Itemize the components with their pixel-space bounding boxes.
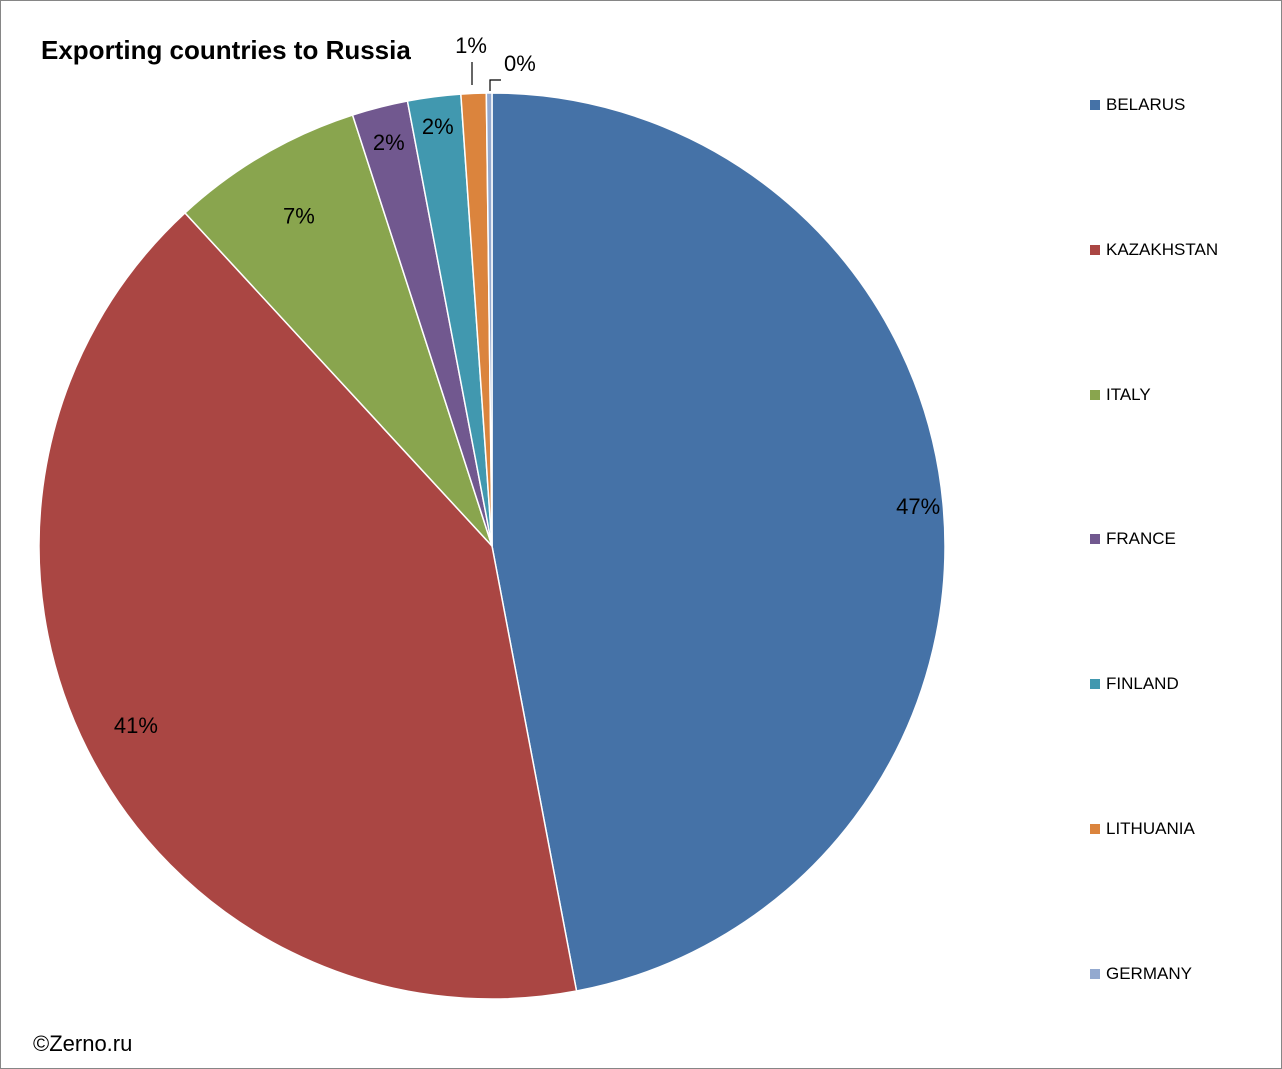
legend-item-kazakhstan: KAZAKHSTAN [1090, 240, 1218, 260]
legend-swatch [1090, 244, 1100, 255]
legend-swatch [1090, 679, 1100, 690]
data-label-finland: 2% [422, 114, 454, 139]
legend-item-finland: FINLAND [1090, 674, 1179, 694]
legend-label: FINLAND [1106, 674, 1179, 694]
legend-label: ITALY [1106, 384, 1151, 404]
data-label-lithuania: 1% [455, 33, 487, 58]
legend-swatch [1090, 389, 1100, 400]
pie-slice-italy [183, 114, 493, 547]
data-label-belarus: 47% [896, 494, 940, 519]
legend-item-belarus: BELARUS [1090, 95, 1185, 115]
legend-label: LITHUANIA [1106, 819, 1195, 838]
pie-slice-kazakhstan [38, 211, 578, 1000]
chart-title: Exporting countries to Russia [41, 35, 411, 65]
legend-swatch [1090, 534, 1100, 545]
data-label-kazakhstan: 41% [114, 713, 158, 738]
legend-swatch [1090, 100, 1100, 110]
pie-slice-belarus [491, 92, 946, 992]
leader-line-germany [489, 79, 501, 91]
legend-item-lithuania: LITHUANIA [1090, 819, 1195, 839]
pie-slice-germany [485, 92, 493, 547]
legend-label: GERMANY [1106, 963, 1192, 983]
legend-item-france: FRANCE [1090, 529, 1176, 549]
legend-label: KAZAKHSTAN [1106, 239, 1219, 259]
legend-label: FRANCE [1106, 529, 1176, 549]
data-label-france: 2% [373, 130, 405, 155]
legend-item-italy: ITALY [1090, 385, 1151, 405]
data-label-italy: 7% [283, 204, 315, 229]
legend-swatch [1090, 824, 1100, 834]
copyright-text: ©Zerno.ru [33, 1031, 133, 1056]
legend-swatch [1090, 968, 1100, 979]
legend-label: BELARUS [1106, 95, 1186, 114]
legend-item-germany: GERMANY [1090, 964, 1192, 984]
data-label-germany: 0% [504, 51, 536, 76]
